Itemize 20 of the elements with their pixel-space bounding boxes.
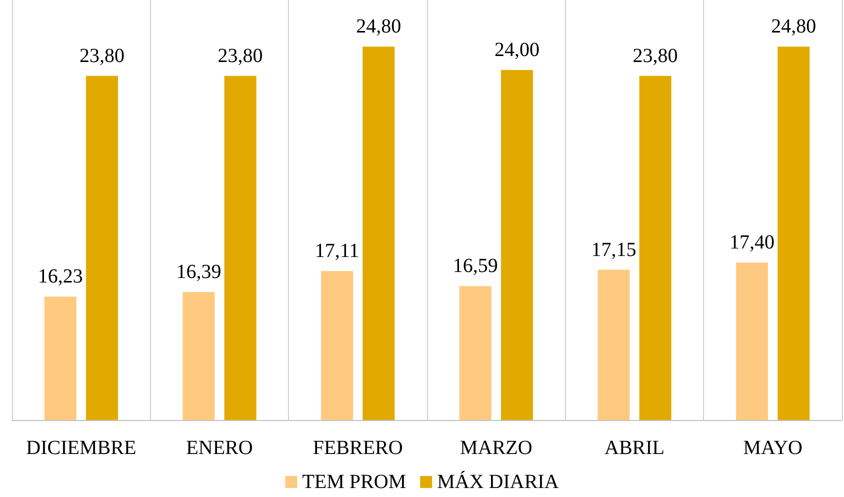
x-tick-label: MAYO — [743, 437, 802, 459]
x-tick-label: FEBRERO — [312, 437, 403, 459]
data-label: 24,80 — [356, 16, 402, 38]
x-tick-label: ABRIL — [604, 437, 664, 459]
data-label: 16,39 — [176, 260, 222, 283]
x-tick-label: MARZO — [460, 437, 532, 459]
legend-label: MÁX DIARIA — [437, 470, 560, 493]
data-label: 17,40 — [730, 232, 775, 254]
data-label: 17,11 — [314, 240, 360, 262]
x-tick-label: ENERO — [186, 437, 253, 459]
data-label: 24,80 — [771, 16, 816, 38]
data-label: 24,00 — [494, 39, 540, 61]
data-label: 23,80 — [632, 44, 678, 67]
data-label: 23,80 — [79, 44, 124, 67]
legend-label: TEM PROM — [302, 471, 406, 493]
data-label: 23,80 — [218, 44, 263, 67]
data-label: 16,23 — [38, 266, 83, 288]
data-label: 17,15 — [591, 238, 636, 261]
data-label: 16,59 — [452, 255, 498, 278]
x-tick-label: DICIEMBRE — [26, 437, 136, 459]
